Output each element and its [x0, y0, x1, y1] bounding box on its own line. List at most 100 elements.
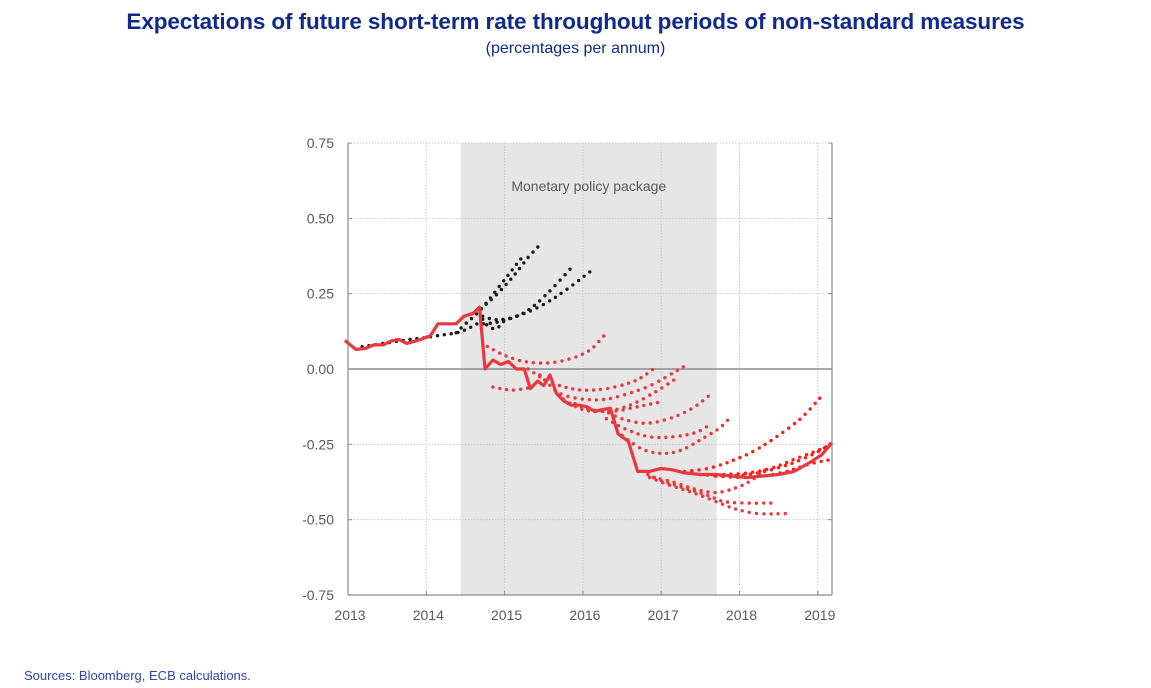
- forecast-dot: [692, 487, 696, 491]
- forecast-dot: [604, 417, 609, 421]
- forecast-dot: [664, 451, 669, 455]
- forecast-dot: [699, 491, 703, 495]
- forecast-dot: [769, 438, 773, 443]
- forecast-dot: [660, 386, 664, 390]
- forecast-dot: [553, 360, 557, 364]
- forecast-dot: [608, 396, 613, 401]
- forecast-dot: [679, 482, 683, 487]
- forecast-dot: [754, 511, 759, 516]
- forecast-dot: [408, 337, 412, 341]
- forecast-dot: [772, 465, 776, 470]
- forecast-dot: [762, 512, 766, 516]
- forecast-dot: [678, 434, 682, 438]
- forecast-dot: [719, 499, 723, 503]
- forecast-dot: [747, 501, 751, 505]
- forecast-dot: [643, 434, 647, 438]
- forecast-dot: [701, 494, 705, 498]
- forecast-dot: [798, 417, 802, 421]
- forecast-dot: [697, 439, 701, 443]
- forecast-dot: [698, 428, 702, 433]
- forecast-dot: [435, 334, 440, 338]
- x-tick-label: 2018: [726, 607, 757, 623]
- forecast-dot: [524, 360, 529, 364]
- forecast-dot: [663, 376, 667, 380]
- forecast-dot: [813, 401, 817, 405]
- y-tick-label: -0.25: [302, 436, 334, 452]
- forecast-dot: [606, 386, 610, 391]
- forecast-dot: [667, 483, 672, 487]
- forecast-dot: [720, 423, 725, 428]
- forecast-dot: [508, 316, 512, 321]
- forecast-dot: [681, 487, 685, 492]
- forecast-dot: [557, 383, 562, 388]
- forecast-dot: [740, 509, 744, 513]
- forecast-dot: [615, 395, 620, 399]
- forecast-dot: [697, 468, 701, 472]
- forecast-dot: [464, 321, 468, 325]
- forecast-dot: [725, 418, 730, 422]
- realized-rate-line: [343, 305, 834, 480]
- series-forecast-2015-c: [526, 367, 655, 392]
- forecast-dot: [750, 470, 755, 474]
- forecast-dot: [776, 466, 781, 470]
- forecast-dot: [621, 408, 625, 412]
- forecast-dot: [762, 469, 767, 474]
- forecast-dot: [454, 331, 458, 335]
- forecast-dot: [485, 344, 490, 349]
- forecast-dot: [553, 283, 557, 288]
- forecast-dot: [650, 367, 655, 372]
- forecast-dot: [664, 435, 668, 440]
- forecast-dot: [704, 467, 709, 471]
- forecast-dot: [720, 490, 724, 494]
- forecast-dot: [629, 429, 634, 434]
- forecast-dot: [803, 456, 808, 460]
- source-note: Sources: Bloomberg, ECB calculations.: [24, 668, 251, 683]
- forecast-dot: [535, 306, 539, 310]
- forecast-dot: [580, 352, 585, 356]
- forecast-dot: [655, 400, 660, 405]
- forecast-dot: [637, 446, 642, 450]
- forecast-dot: [546, 361, 550, 365]
- shaded-region-label: Monetary policy package: [511, 178, 666, 194]
- forecast-dot: [744, 453, 749, 457]
- forecast-dot: [781, 430, 785, 435]
- y-tick-label: 0.50: [307, 210, 334, 226]
- forecast-dot: [658, 451, 662, 455]
- forecast-dot: [513, 272, 517, 276]
- forecast-dot: [627, 419, 631, 423]
- forecast-dot: [622, 393, 627, 397]
- forecast-dot: [597, 339, 601, 344]
- forecast-dot: [732, 501, 737, 505]
- forecast-dot: [490, 326, 495, 331]
- forecast-dot: [509, 277, 513, 281]
- x-tick-label: 2015: [491, 607, 522, 623]
- forecast-dot: [495, 320, 499, 324]
- x-tick-label: 2019: [804, 607, 835, 623]
- forecast-dot: [522, 261, 526, 265]
- forecast-dot: [731, 458, 736, 462]
- forecast-dot: [720, 502, 725, 506]
- forecast-dot: [775, 434, 779, 439]
- forecast-dot: [469, 325, 473, 329]
- forecast-dot: [718, 463, 723, 467]
- forecast-dot: [484, 302, 488, 306]
- x-tick-label: 2017: [648, 607, 679, 623]
- forecast-dot: [706, 394, 710, 398]
- forecast-dot: [494, 293, 499, 297]
- forecast-dot: [538, 373, 542, 377]
- forecast-dot: [514, 262, 519, 266]
- forecast-dot: [622, 405, 626, 409]
- forecast-dot: [526, 367, 530, 371]
- forecast-dot: [665, 478, 669, 483]
- forecast-dot: [808, 407, 812, 411]
- forecast-dot: [672, 483, 677, 487]
- forecast-dot: [538, 361, 543, 365]
- forecast-dot: [689, 407, 693, 411]
- forecast-dot: [582, 274, 586, 278]
- forecast-dot: [469, 316, 474, 321]
- forecast-dot: [528, 309, 533, 313]
- forecast-dot: [727, 505, 731, 509]
- forecast-dot: [655, 420, 659, 424]
- forecast-dot: [646, 472, 650, 477]
- forecast-dot: [654, 390, 658, 394]
